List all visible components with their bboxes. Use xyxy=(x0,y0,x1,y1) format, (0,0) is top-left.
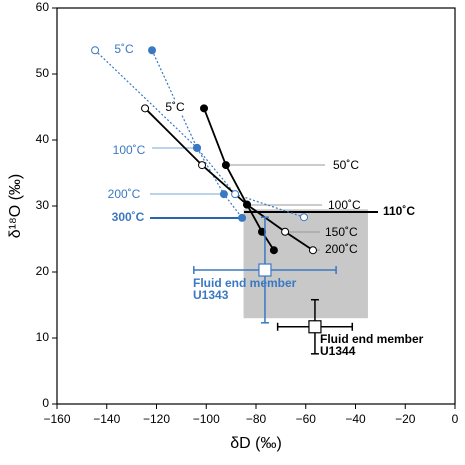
label-bg xyxy=(112,43,136,57)
point xyxy=(141,104,150,113)
annotation: 100˚C xyxy=(328,198,361,212)
point xyxy=(221,161,230,170)
annotation: 5˚C xyxy=(165,100,185,114)
point xyxy=(193,143,202,152)
end-member-label: U1344 xyxy=(320,344,356,358)
annotation: 110˚C xyxy=(383,204,415,218)
point xyxy=(91,46,100,55)
label-bg xyxy=(163,101,187,115)
y-tick-label: 60 xyxy=(36,0,50,14)
point xyxy=(200,104,209,113)
end-member-label: Fluid end member xyxy=(320,332,424,346)
point xyxy=(300,213,309,222)
point xyxy=(238,213,247,222)
y-tick-label: 40 xyxy=(36,132,50,146)
end-member xyxy=(258,263,272,277)
y-axis-label: δ¹⁸O (‰) xyxy=(7,174,24,239)
x-tick-label: −80 xyxy=(246,412,267,426)
x-tick-label: 0 xyxy=(452,412,459,426)
annotation: 5˚C xyxy=(114,42,134,56)
y-tick-label: 10 xyxy=(36,330,50,344)
y-tick-label: 30 xyxy=(36,198,50,212)
end-member-label: U1343 xyxy=(193,288,229,302)
annotation: 150˚C xyxy=(325,225,358,239)
annotation: 100˚C xyxy=(113,143,146,157)
series-line xyxy=(94,49,305,218)
annotation: 50˚C xyxy=(333,158,359,172)
series-line xyxy=(151,49,243,219)
x-tick-label: −140 xyxy=(93,412,120,426)
point xyxy=(269,246,278,255)
x-tick-label: −40 xyxy=(345,412,366,426)
point xyxy=(281,227,290,236)
x-tick-label: −120 xyxy=(143,412,170,426)
x-axis-label: δD (‰) xyxy=(230,435,282,452)
x-tick-label: −100 xyxy=(193,412,220,426)
x-tick-label: −160 xyxy=(43,412,70,426)
end-member-label: Fluid end member xyxy=(193,276,297,290)
annotation: 200˚C xyxy=(325,242,358,256)
y-tick-label: 20 xyxy=(36,264,50,278)
point xyxy=(219,190,228,199)
x-tick-label: −20 xyxy=(395,412,416,426)
annotation: 300˚C xyxy=(112,210,145,224)
end-member xyxy=(308,320,322,334)
point xyxy=(148,46,157,55)
annotation: 200˚C xyxy=(108,187,141,201)
x-tick-label: −60 xyxy=(296,412,317,426)
point xyxy=(198,161,207,170)
point xyxy=(308,246,317,255)
y-tick-label: 0 xyxy=(42,396,49,410)
point xyxy=(231,190,240,199)
point xyxy=(243,200,252,209)
y-tick-label: 50 xyxy=(36,66,50,80)
